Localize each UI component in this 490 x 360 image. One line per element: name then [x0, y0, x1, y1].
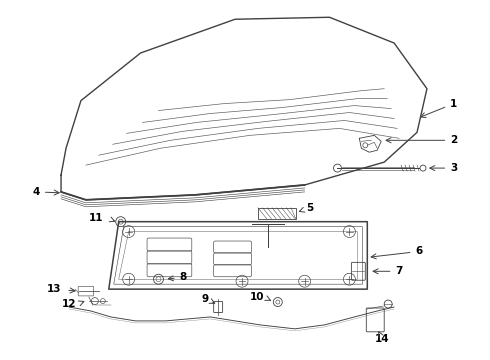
- Text: 8: 8: [168, 272, 187, 282]
- Text: 11: 11: [89, 213, 104, 223]
- Bar: [258, 208, 295, 219]
- Text: 2: 2: [386, 135, 458, 145]
- Text: 12: 12: [62, 299, 76, 309]
- Text: 10: 10: [250, 292, 264, 302]
- Text: 13: 13: [47, 284, 61, 294]
- Text: 3: 3: [430, 163, 458, 173]
- Text: 6: 6: [371, 247, 423, 259]
- Text: 9: 9: [202, 294, 209, 304]
- Text: 5: 5: [299, 203, 313, 213]
- Text: 14: 14: [375, 334, 390, 344]
- Text: 4: 4: [32, 187, 59, 197]
- Text: 1: 1: [420, 99, 458, 117]
- Text: 7: 7: [373, 266, 403, 276]
